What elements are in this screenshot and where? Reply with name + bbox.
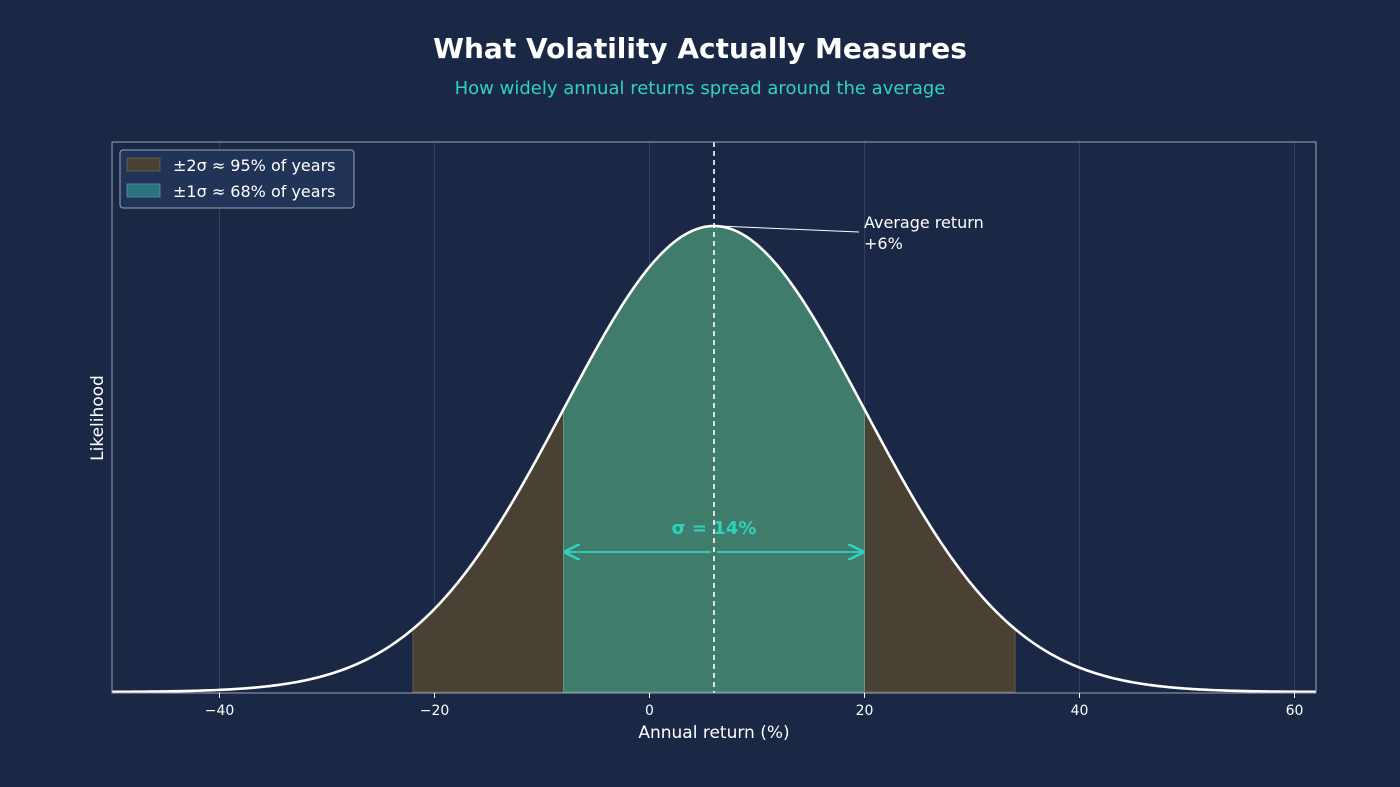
x-tick-label-0: −40 [205,703,235,719]
plot-frame [111,141,1317,694]
mean-label-line1: Average return [864,213,984,232]
y-axis-label: Likelihood [88,375,108,461]
x-tick-label-2: 0 [645,703,654,719]
annotations: Average return +6% σ = 14% [566,142,984,693]
legend-box [119,149,355,209]
legend: ±2σ ≈ 95% of years ±1σ ≈ 68% of years [119,149,355,209]
mean-pointer-line [717,225,860,233]
x-axis-label: Annual return (%) [638,723,789,743]
x-tick-label-5: 60 [1286,703,1304,719]
chart-title: What Volatility Actually Measures [433,32,967,65]
legend-swatch-1sigma [126,183,161,198]
x-tick-label-4: 40 [1071,703,1089,719]
sigma-label: σ = 14% [672,518,757,539]
x-tick-label-1: −20 [420,703,450,719]
legend-swatch-2sigma [126,157,161,172]
x-tick-label-3: 20 [856,703,874,719]
legend-label-2sigma: ±2σ ≈ 95% of years [173,156,336,175]
legend-label-1sigma: ±1σ ≈ 68% of years [173,182,336,201]
mean-label-line2: +6% [864,234,903,253]
x-axis-ticks: −40 −20 0 20 40 60 [205,693,1304,719]
chart-subtitle: How widely annual returns spread around … [455,78,946,99]
